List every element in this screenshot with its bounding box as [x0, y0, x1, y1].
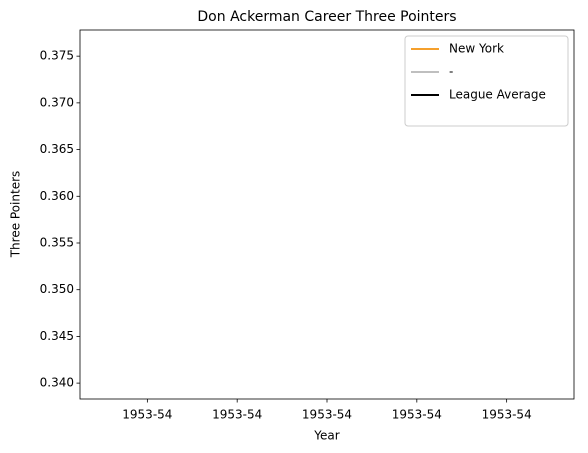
chart-title: Don Ackerman Career Three Pointers: [197, 9, 456, 25]
x-tick-label: 1953-54: [122, 408, 172, 422]
legend-label: New York: [449, 42, 504, 56]
x-tick-label: 1953-54: [212, 408, 262, 422]
x-tick-label: 1953-54: [392, 408, 442, 422]
y-tick-label: 0.370: [40, 95, 74, 109]
y-tick-label: 0.350: [40, 282, 74, 296]
y-tick-label: 0.365: [40, 142, 74, 156]
x-tick-label: 1953-54: [482, 408, 532, 422]
x-tick-label: 1953-54: [302, 408, 352, 422]
legend-label: -: [449, 65, 453, 79]
x-axis-label: Year: [313, 429, 339, 443]
legend-box: [404, 35, 569, 127]
y-tick-label: 0.345: [40, 329, 74, 343]
y-axis-label: Three Pointers: [9, 171, 23, 259]
legend-label: League Average: [449, 88, 546, 102]
y-tick-label: 0.375: [40, 49, 74, 63]
y-tick-label: 0.355: [40, 235, 74, 249]
y-tick-label: 0.360: [40, 189, 74, 203]
y-tick-label: 0.340: [40, 376, 74, 390]
